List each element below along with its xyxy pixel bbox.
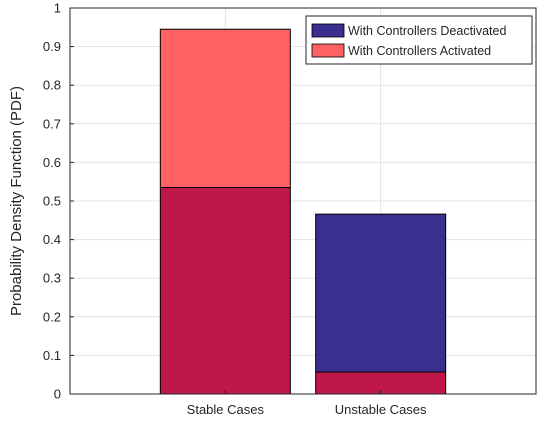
y-tick-label: 0: [54, 387, 61, 402]
y-tick-label: 0.2: [43, 309, 61, 324]
y-tick-label: 0.5: [43, 194, 61, 209]
y-tick-label: 0.7: [43, 116, 61, 131]
y-axis-ticks: 0 0.1 0.2 0.3 0.4 0.5 0.6 0.7 0.8 0.9 1: [43, 1, 74, 402]
bar-deactivated-upper: [315, 214, 446, 372]
bar-overlap: [315, 371, 446, 394]
y-tick-label: 0.6: [43, 155, 61, 170]
x-tick-label: Unstable Cases: [335, 402, 427, 417]
bar-activated-upper: [160, 29, 291, 188]
y-tick-label: 0.9: [43, 39, 61, 54]
x-tick-label: Stable Cases: [187, 402, 265, 417]
bar-overlap: [160, 187, 291, 394]
bars: [159, 28, 447, 395]
legend: With Controllers Deactivated With Contro…: [305, 15, 533, 65]
y-tick-label: 0.1: [43, 348, 61, 363]
x-axis-ticks: Stable Cases Unstable Cases: [187, 390, 427, 417]
y-axis-label: Probability Density Function (PDF): [8, 86, 25, 316]
y-tick-label: 0.8: [43, 78, 61, 93]
y-tick-label: 1: [54, 1, 61, 16]
legend-swatch-activated: [311, 43, 345, 58]
legend-swatch-deactivated: [311, 23, 345, 38]
legend-label-activated: With Controllers Activated: [348, 44, 491, 58]
legend-label-deactivated: With Controllers Deactivated: [348, 24, 506, 38]
y-tick-label: 0.3: [43, 271, 61, 286]
y-tick-label: 0.4: [43, 232, 61, 247]
